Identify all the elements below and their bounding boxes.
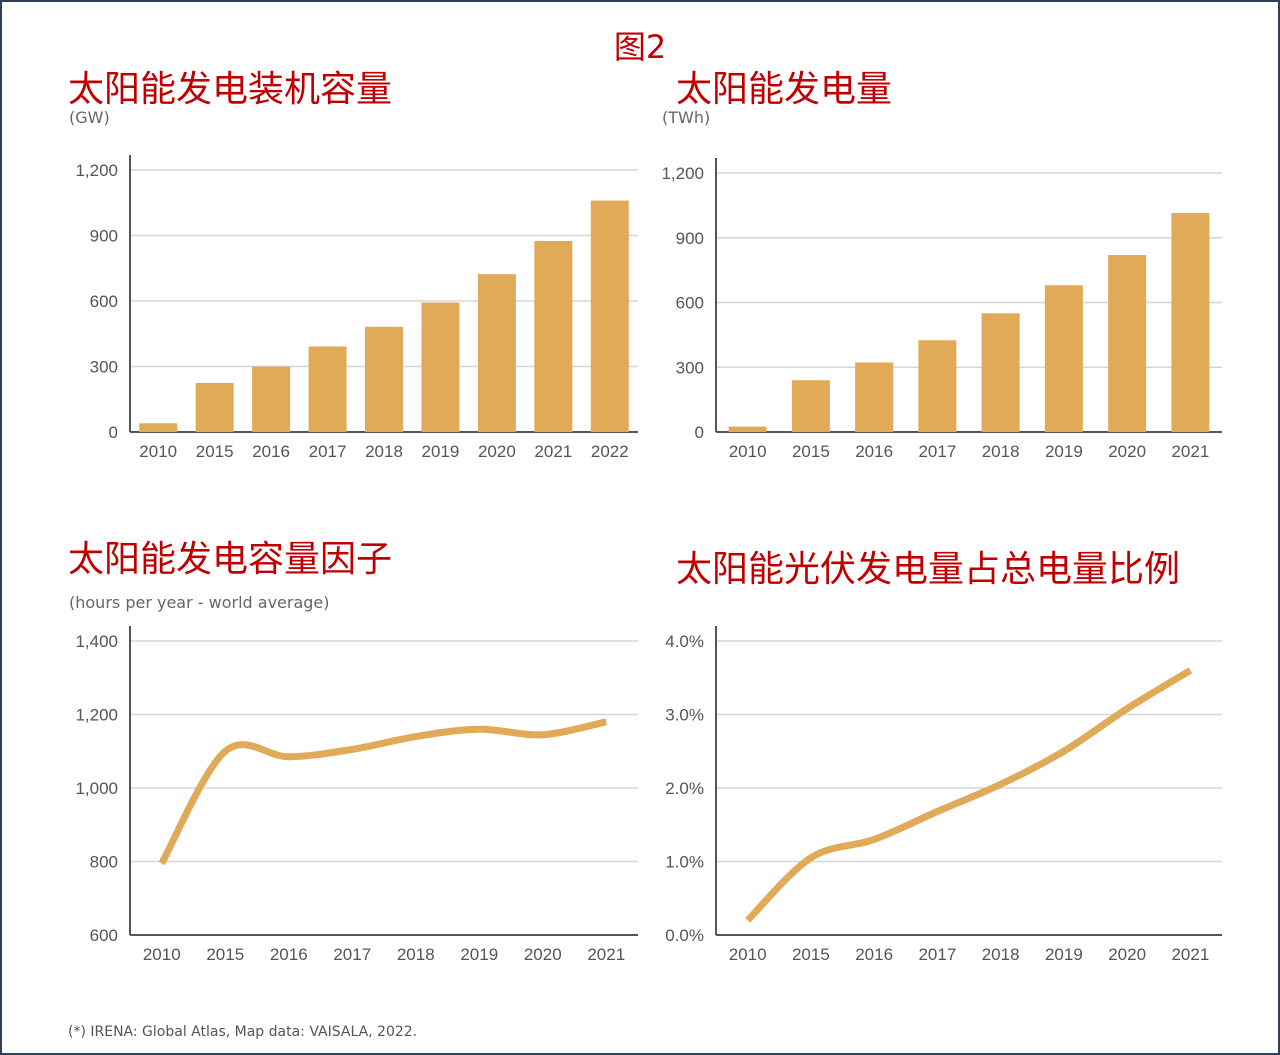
y-tick-label: 900 — [676, 229, 704, 248]
source-footnote: (*) IRENA: Global Atlas, Map data: VAISA… — [68, 1024, 418, 1040]
x-tick-label: 2021 — [534, 442, 572, 461]
y-tick-label: 1,200 — [661, 164, 704, 183]
chart-title-generation: 太阳能发电量 — [676, 69, 893, 110]
unit-label-hours: (hours per year - world average) — [69, 593, 330, 612]
unit-label-twh: (TWh) — [662, 108, 711, 127]
bar-2017 — [308, 346, 347, 432]
bar-2020 — [1108, 255, 1147, 432]
series-line — [745, 667, 1193, 923]
chart-title-share-of-electricity: 太阳能光伏发电量占总电量比例 — [676, 549, 1181, 590]
x-tick-label: 2020 — [478, 442, 516, 461]
x-tick-label: 2019 — [1045, 442, 1083, 461]
bar-2016 — [252, 366, 291, 432]
y-tick-label: 900 — [90, 227, 118, 246]
figure-title: 图2 — [613, 28, 667, 66]
chart-title-capacity-factor: 太阳能发电容量因子 — [68, 539, 393, 580]
capacity-factor-line-chart: 600 800 1,000 1,200 1,400 2010 2015 2016 2017 201… — [75, 626, 638, 964]
y-tick-label: 3.0% — [665, 706, 704, 725]
y-tick-label: 1,200 — [75, 706, 118, 725]
x-tick-label: 2020 — [1108, 442, 1146, 461]
x-tick-label: 2018 — [397, 945, 435, 964]
bar-2022 — [590, 200, 629, 432]
x-tick-label: 2015 — [206, 945, 244, 964]
bar-2019 — [1044, 285, 1083, 432]
bar-2019 — [421, 302, 460, 432]
x-tick-label: 2015 — [792, 442, 830, 461]
x-tick-label: 2021 — [587, 945, 625, 964]
x-tick-label: 2019 — [460, 945, 498, 964]
generation-bar-chart: 0 300 600 900 1,200 2010 2015 2016 2017 2018 2019 2… — [661, 158, 1222, 461]
y-tick-label: 1.0% — [665, 853, 704, 872]
x-tick-label: 2020 — [524, 945, 562, 964]
y-tick-label: 0 — [109, 423, 118, 442]
x-tick-label: 2016 — [855, 442, 893, 461]
series-line — [158, 718, 607, 866]
y-tick-label: 1,200 — [75, 161, 118, 180]
x-tick-label: 2010 — [139, 442, 177, 461]
x-tick-label: 2017 — [333, 945, 371, 964]
bar-2018 — [365, 326, 403, 432]
share-of-electricity-line-chart: 0.0% 1.0% 2.0% 3.0% 4.0% 2010 2015 2016 2017 2018… — [665, 626, 1222, 964]
bar-2016 — [855, 362, 894, 432]
bar-2015 — [195, 382, 234, 432]
bar-2021 — [534, 240, 573, 432]
x-tick-label: 2015 — [196, 442, 234, 461]
y-tick-label: 600 — [90, 926, 118, 945]
bar-2010 — [728, 426, 767, 432]
y-tick-label: 1,400 — [75, 632, 118, 651]
x-tick-label: 2022 — [591, 442, 629, 461]
x-tick-label: 2018 — [982, 442, 1020, 461]
y-tick-label: 0 — [695, 423, 704, 442]
x-tick-label: 2018 — [365, 442, 403, 461]
y-tick-label: 300 — [676, 358, 704, 377]
y-tick-label: 1,000 — [75, 779, 118, 798]
x-tick-label: 2016 — [252, 442, 290, 461]
x-tick-label: 2019 — [1045, 945, 1083, 964]
chart-title-installed-capacity: 太阳能发电装机容量 — [68, 69, 393, 110]
y-tick-label: 800 — [90, 853, 118, 872]
x-tick-label: 2020 — [1108, 945, 1146, 964]
bar-2015 — [791, 380, 830, 432]
x-tick-label: 2010 — [729, 945, 767, 964]
x-tick-label: 2021 — [1171, 442, 1209, 461]
unit-label-gw: (GW) — [69, 108, 110, 127]
y-tick-label: 4.0% — [665, 632, 704, 651]
y-tick-label: 2.0% — [665, 779, 704, 798]
y-tick-label: 600 — [90, 292, 118, 311]
x-tick-label: 2017 — [918, 945, 956, 964]
y-tick-label: 300 — [90, 358, 118, 377]
x-tick-label: 2010 — [143, 945, 181, 964]
bar-2010 — [139, 423, 178, 432]
bar-2018 — [981, 313, 1020, 432]
x-tick-label: 2017 — [309, 442, 347, 461]
x-tick-label: 2016 — [270, 945, 308, 964]
x-tick-label: 2015 — [792, 945, 830, 964]
x-tick-label: 2019 — [422, 442, 460, 461]
x-tick-label: 2017 — [918, 442, 956, 461]
x-tick-label: 2010 — [729, 442, 767, 461]
bar-2021 — [1171, 212, 1210, 432]
x-tick-label: 2018 — [982, 945, 1020, 964]
y-tick-label: 600 — [676, 294, 704, 313]
x-tick-label: 2021 — [1171, 945, 1209, 964]
y-tick-label: 0.0% — [665, 926, 704, 945]
bar-2017 — [918, 340, 957, 432]
x-tick-label: 2016 — [855, 945, 893, 964]
bar-2020 — [477, 274, 516, 432]
installed-capacity-bar-chart: 0 300 600 900 1,200 2010 2015 2016 2017 2018 2019 2… — [75, 155, 638, 461]
